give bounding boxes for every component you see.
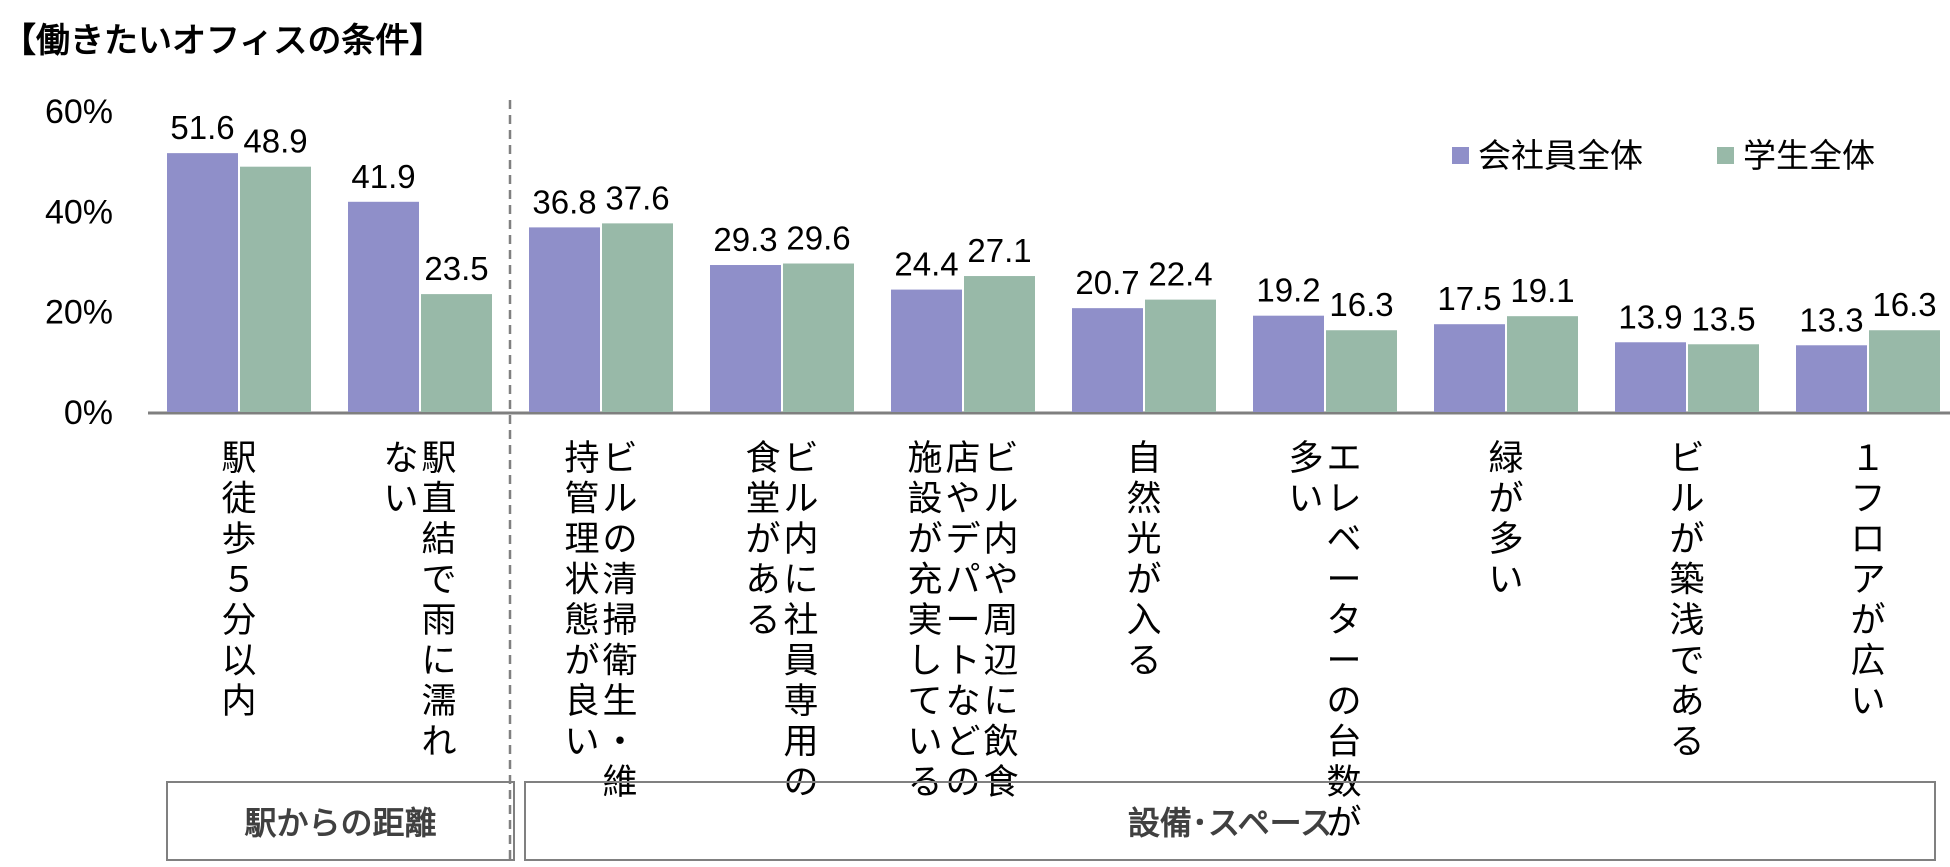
category-label: 施設が充実している (907, 439, 942, 803)
data-label: 16.3 (1872, 286, 1936, 323)
group-label: 駅からの距離 (244, 804, 436, 842)
data-label: 20.7 (1075, 264, 1139, 301)
data-label: 17.5 (1437, 280, 1501, 317)
bar-students (1326, 330, 1397, 412)
data-label: 29.6 (786, 220, 850, 257)
data-label: 23.5 (424, 250, 488, 287)
bar-employees (1434, 324, 1505, 412)
bar-students (964, 276, 1035, 412)
bar-employees (1615, 342, 1686, 412)
y-tick-label: 0% (64, 394, 113, 432)
bar-employees (167, 153, 238, 412)
category-label: エレベーターの台数が (1326, 439, 1361, 844)
category-label: 緑が多い (1488, 439, 1523, 601)
y-tick-label: 20% (45, 294, 113, 332)
bars (167, 153, 1940, 412)
bar-employees (891, 289, 962, 412)
legend-label: 学生全体 (1743, 136, 1875, 175)
category-label: ビルが築浅である (1669, 439, 1704, 763)
y-axis: 0% 20% 40% 60% (45, 93, 1950, 432)
data-label: 24.4 (894, 246, 958, 283)
data-label: 13.3 (1799, 301, 1863, 338)
bar-students (421, 294, 492, 412)
data-label: 16.3 (1329, 286, 1393, 323)
bar-employees (529, 227, 600, 412)
y-tick-label: 60% (45, 93, 113, 131)
chart-title: 【働きたいオフィスの条件】 (2, 21, 443, 61)
data-labels: 51.6 41.9 36.8 29.3 24.4 20.7 19.2 17.5 13.9 13.3… (170, 109, 1936, 338)
category-label: １フロアが広い (1850, 439, 1885, 722)
bar-students (240, 166, 311, 412)
bar-employees (1253, 315, 1324, 412)
bar-students (1145, 299, 1216, 412)
group-box (524, 781, 1936, 861)
bar-students (1869, 330, 1940, 412)
category-label: 多い (1288, 439, 1323, 520)
bar-students (1507, 316, 1578, 412)
data-label: 13.9 (1618, 298, 1682, 335)
category-label: 持管理状態が良い (564, 439, 599, 763)
category-label: ない (383, 439, 418, 520)
category-label: 店やデパートなどの (945, 439, 980, 803)
data-label: 19.1 (1510, 272, 1574, 309)
category-label: 駅徒歩５分以内 (221, 439, 256, 722)
legend-label: 会社員全体 (1478, 136, 1643, 175)
data-label: 48.9 (243, 123, 307, 160)
bar-students (783, 263, 854, 412)
y-tick-label: 40% (45, 193, 113, 231)
data-label: 22.4 (1148, 256, 1212, 293)
group-boxes: 駅からの距離 設備･スペース (166, 100, 1936, 861)
data-label: 29.3 (713, 221, 777, 258)
category-label: 自然光が入る (1126, 439, 1161, 682)
bar-employees (1796, 345, 1867, 412)
group-box (166, 781, 515, 861)
bar-employees (1072, 308, 1143, 412)
category-label: ビル内や周辺に飲食 (983, 439, 1018, 803)
data-label: 27.1 (967, 232, 1031, 269)
data-label: 36.8 (532, 183, 596, 220)
bar-students (602, 223, 673, 412)
data-label: 37.6 (605, 179, 669, 216)
category-label: ビル内に社員専用の (783, 439, 818, 803)
legend-swatch (1452, 147, 1469, 164)
data-label: 41.9 (351, 158, 415, 195)
data-label: 51.6 (170, 109, 234, 146)
bar-employees (348, 201, 419, 412)
group-label: 設備･スペース (1128, 804, 1332, 842)
bar-employees (710, 265, 781, 412)
bar-students (1688, 344, 1759, 412)
legend-swatch (1717, 147, 1734, 164)
data-label: 13.5 (1691, 300, 1755, 337)
legend: 会社員全体 学生全体 (1452, 136, 1875, 175)
category-label: 食堂がある (745, 439, 780, 641)
category-label: ビルの清掃衛生・維 (602, 439, 637, 803)
category-label: 駅直結で雨に濡れ (421, 439, 456, 763)
data-label: 19.2 (1256, 272, 1320, 309)
